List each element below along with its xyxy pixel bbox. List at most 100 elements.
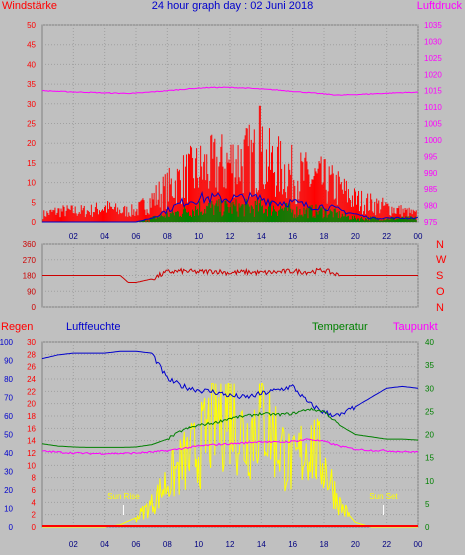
direction-tick-label: 360: [23, 240, 37, 249]
climate-x-tick-00: 00: [414, 540, 423, 549]
direction-tick-label: 90: [27, 287, 36, 296]
pressure-tick-label: 975: [424, 218, 438, 227]
temperature-tick-label: 35: [425, 361, 434, 370]
direction-tick-label: 0: [32, 303, 37, 312]
humidity-tick-label: 50: [4, 431, 13, 440]
wind-x-tick-04: 04: [100, 232, 109, 241]
pressure-line: [41, 86, 419, 96]
wind-x-tick-10: 10: [194, 232, 203, 241]
pressure-tick-label: 1005: [424, 120, 442, 129]
temperature-tick-label: 20: [425, 431, 434, 440]
pressure-tick-label: 980: [424, 202, 438, 211]
rain-tick-label: 0: [32, 523, 37, 532]
direction-label-o: O: [436, 286, 445, 298]
wind-x-tick-18: 18: [320, 232, 329, 241]
wind-x-tick-12: 12: [226, 232, 235, 241]
temperature-tick-label: 40: [425, 338, 434, 347]
humidity-tick-label: 10: [4, 505, 13, 514]
wind-x-tick-00: 00: [414, 232, 423, 241]
humidity-tick-label: 0: [9, 523, 14, 532]
climate-x-tick-02: 02: [69, 540, 78, 549]
wind-tick-label: 25: [27, 120, 36, 129]
rain-tick-label: 30: [27, 338, 36, 347]
sunset-label: Sun Set: [369, 492, 398, 501]
rain-tick-label: 20: [27, 400, 36, 409]
rain-tick-label: 6: [32, 486, 37, 495]
pressure-tick-label: 1015: [424, 87, 442, 96]
pressure-tick-label: 1030: [424, 37, 442, 46]
climate-x-tick-08: 08: [163, 540, 172, 549]
humidity-tick-label: 80: [4, 375, 13, 384]
temperature-tick-label: 0: [425, 523, 430, 532]
climate-x-tick-22: 22: [382, 540, 391, 549]
humidity-tick-label: 40: [4, 449, 13, 458]
direction-label-n-bottom: N: [436, 302, 444, 314]
direction-label-s: S: [436, 270, 444, 282]
wind-tick-label: 45: [27, 41, 36, 50]
wind-x-tick-22: 22: [382, 232, 391, 241]
humidity-tick-label: 30: [4, 468, 13, 477]
pressure-tick-label: 1035: [424, 21, 442, 30]
windstaerke-axis-label: Windstärke: [2, 0, 58, 12]
wind-tick-label: 20: [27, 139, 36, 148]
wind-x-tick-06: 06: [132, 232, 141, 241]
pressure-tick-label: 1025: [424, 54, 442, 63]
wind-tick-label: 50: [27, 21, 36, 30]
luftdruck-axis-label: Luftdruck: [416, 0, 462, 12]
wind-tick-label: 5: [32, 198, 37, 207]
climate-x-tick-04: 04: [100, 540, 109, 549]
wind-tick-label: 30: [27, 100, 36, 109]
wind-tick-label: 10: [27, 179, 36, 188]
dewpoint-line: [41, 438, 419, 455]
pressure-tick-label: 1020: [424, 70, 442, 79]
climate-x-tick-16: 16: [288, 540, 297, 549]
graph-title: 24 hour graph day : 02 Juni 2018: [151, 0, 314, 12]
wind-tick-label: 40: [27, 60, 36, 69]
direction-tick-label: 270: [23, 256, 37, 265]
climate-x-tick-18: 18: [320, 540, 329, 549]
wind-x-tick-20: 20: [351, 232, 360, 241]
climate-x-tick-14: 14: [257, 540, 266, 549]
humidity-line: [41, 350, 419, 418]
wind-x-tick-16: 16: [288, 232, 297, 241]
rain-tick-label: 12: [27, 449, 36, 458]
humidity-tick-label: 60: [4, 412, 13, 421]
climate-x-tick-10: 10: [194, 540, 203, 549]
temperature-tick-label: 10: [425, 477, 434, 486]
temperature-tick-label: 5: [425, 500, 430, 509]
temperatur-axis-label: Temperatur: [312, 321, 368, 333]
rain-tick-label: 24: [27, 375, 36, 384]
rain-tick-label: 2: [32, 511, 37, 520]
rain-tick-label: 4: [32, 498, 37, 507]
pressure-tick-label: 990: [424, 169, 438, 178]
wind-tick-label: 0: [32, 218, 37, 227]
climate-x-tick-12: 12: [226, 540, 235, 549]
direction-tick-label: 180: [23, 272, 37, 281]
humidity-tick-label: 70: [4, 394, 13, 403]
taupunkt-axis-label: Taupunkt: [393, 321, 438, 333]
rain-tick-label: 28: [27, 350, 36, 359]
climate-x-tick-06: 06: [132, 540, 141, 549]
wind-direction-line: [42, 267, 418, 283]
temperature-tick-label: 30: [425, 384, 434, 393]
pressure-tick-label: 985: [424, 185, 438, 194]
rain-tick-label: 26: [27, 363, 36, 372]
pressure-tick-label: 1010: [424, 103, 442, 112]
pressure-tick-label: 1000: [424, 136, 442, 145]
temperature-tick-label: 25: [425, 407, 434, 416]
humidity-tick-label: 20: [4, 486, 13, 495]
wind-tick-label: 15: [27, 159, 36, 168]
wind-x-tick-14: 14: [257, 232, 266, 241]
rain-tick-label: 10: [27, 461, 36, 470]
rain-tick-label: 22: [27, 387, 36, 396]
direction-label-w: W: [436, 254, 447, 266]
direction-label-n-top: N: [436, 239, 444, 251]
wind-x-tick-02: 02: [69, 232, 78, 241]
temperature-line: [41, 407, 419, 448]
rain-tick-label: 8: [32, 474, 37, 483]
humidity-tick-label: 90: [4, 357, 13, 366]
wind-average-line: [42, 190, 419, 223]
sunrise-label: Sun Rise: [107, 492, 140, 501]
